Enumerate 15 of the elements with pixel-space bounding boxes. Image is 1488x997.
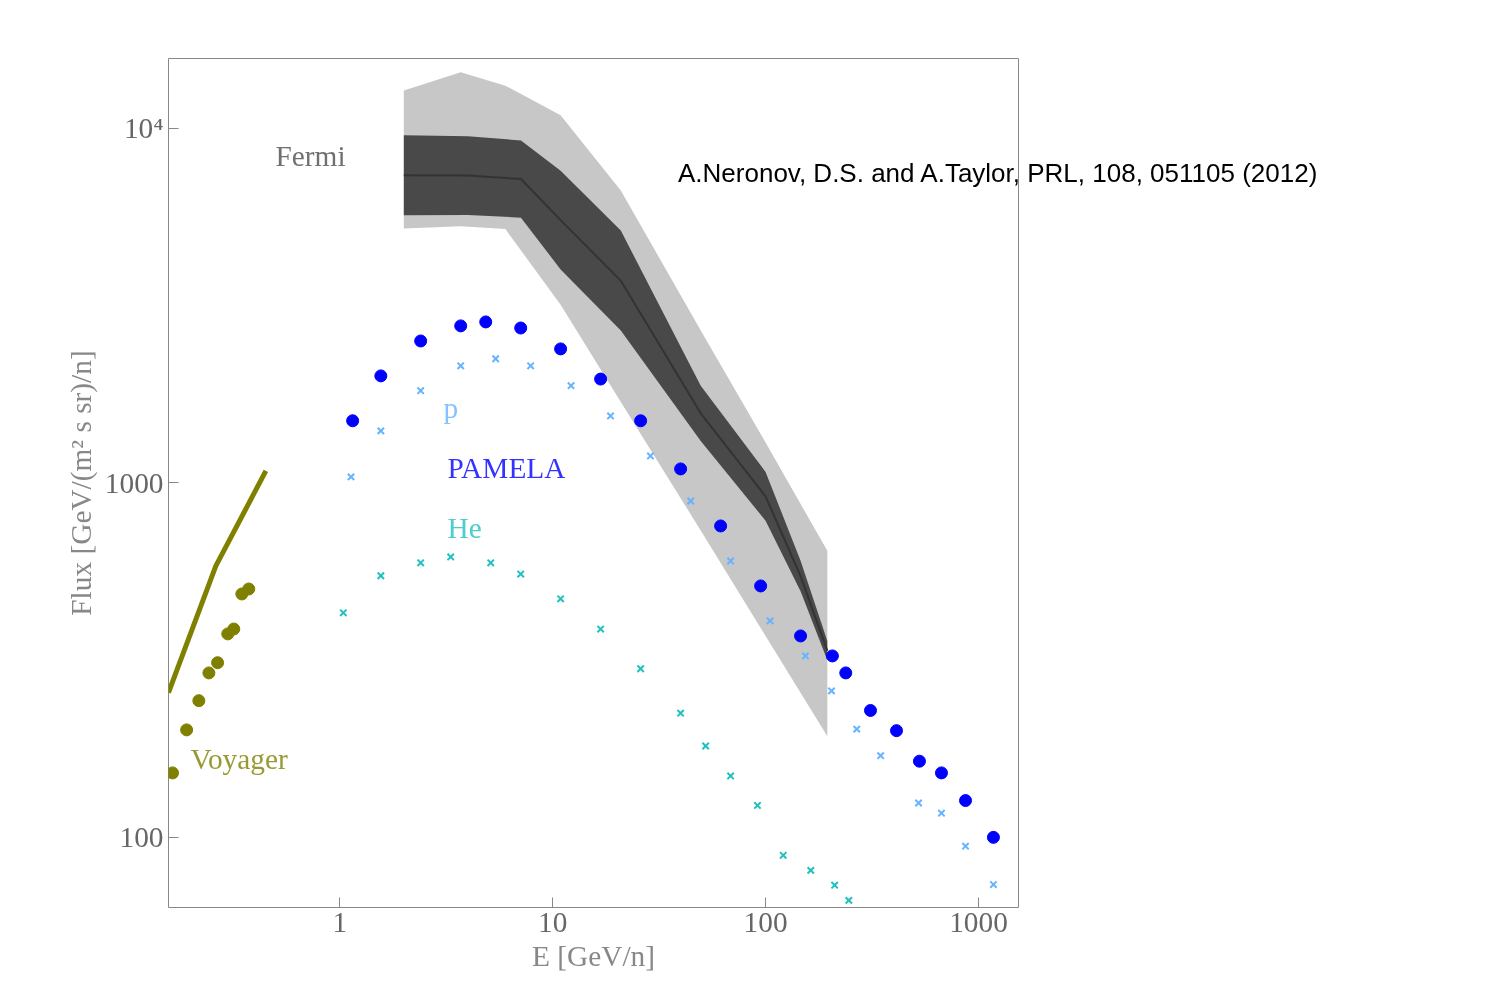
series-label: Fermi — [275, 139, 346, 172]
y-axis-title: Flux [GeV/(m² s sr)/n] — [64, 350, 98, 616]
y-tick-label: 100 — [119, 821, 164, 854]
x-tick-label: 1000 — [949, 905, 1008, 938]
x-tick-label: 10 — [537, 905, 568, 938]
x-tick-label: 100 — [743, 905, 788, 938]
y-tick-label: 1000 — [104, 466, 164, 499]
series-label: p — [443, 391, 459, 424]
series-label: He — [447, 511, 482, 544]
text: PAMELA — [447, 451, 566, 484]
annotation: A.Neronov, D.S. and A.Taylor, PRL, 108, 051105 (2012) — [678, 157, 1318, 190]
x-axis-title: E [GeV/n] — [532, 939, 655, 972]
series-label: Voyager — [190, 742, 288, 775]
y-tick-label: 10⁴ — [123, 112, 164, 145]
x-tick-label: 1 — [332, 905, 348, 938]
